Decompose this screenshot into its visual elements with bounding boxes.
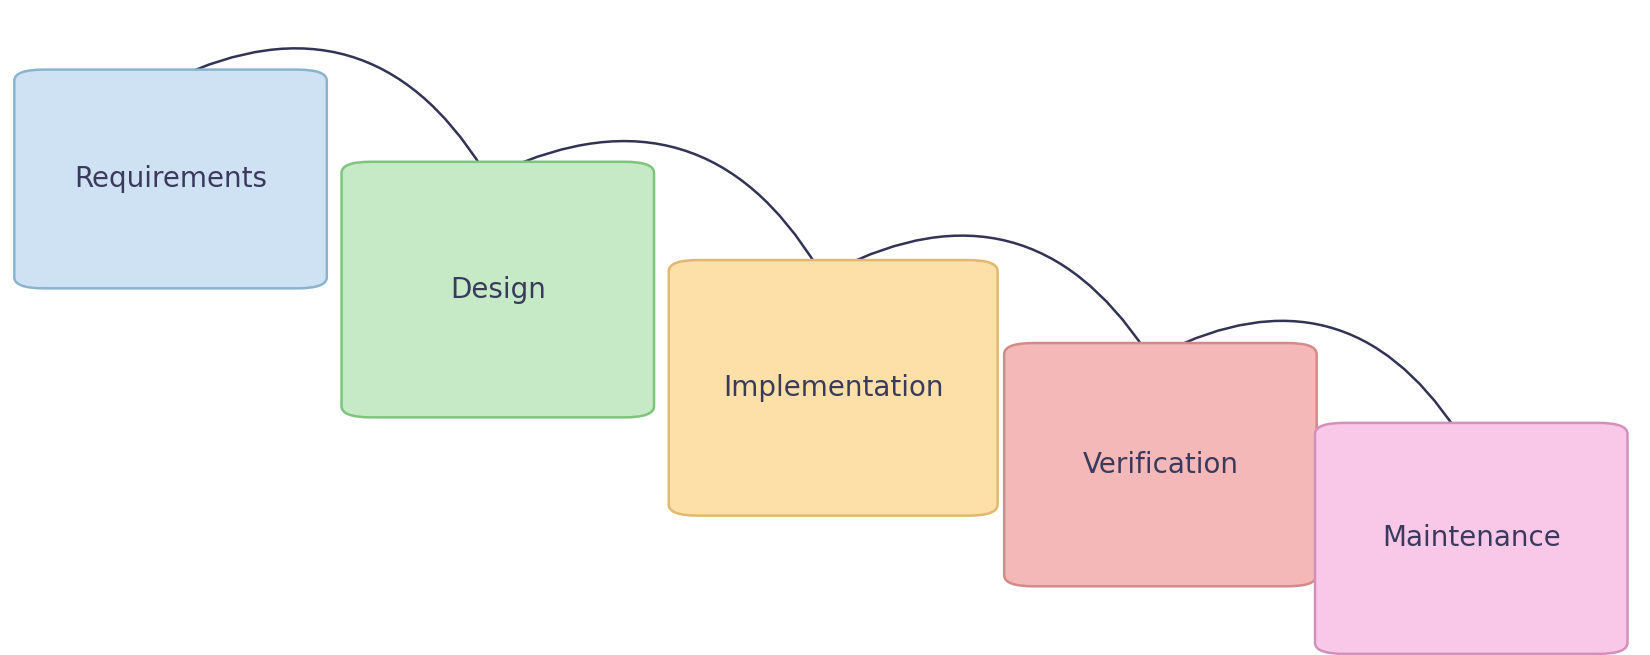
- FancyBboxPatch shape: [15, 69, 327, 288]
- FancyBboxPatch shape: [342, 162, 653, 417]
- Text: Requirements: Requirements: [74, 165, 267, 193]
- Text: Implementation: Implementation: [723, 374, 944, 402]
- FancyBboxPatch shape: [668, 260, 998, 515]
- Text: Design: Design: [450, 276, 546, 303]
- FancyBboxPatch shape: [1005, 343, 1317, 586]
- Text: Maintenance: Maintenance: [1383, 525, 1561, 552]
- Text: Verification: Verification: [1082, 451, 1239, 479]
- FancyBboxPatch shape: [1315, 423, 1627, 654]
